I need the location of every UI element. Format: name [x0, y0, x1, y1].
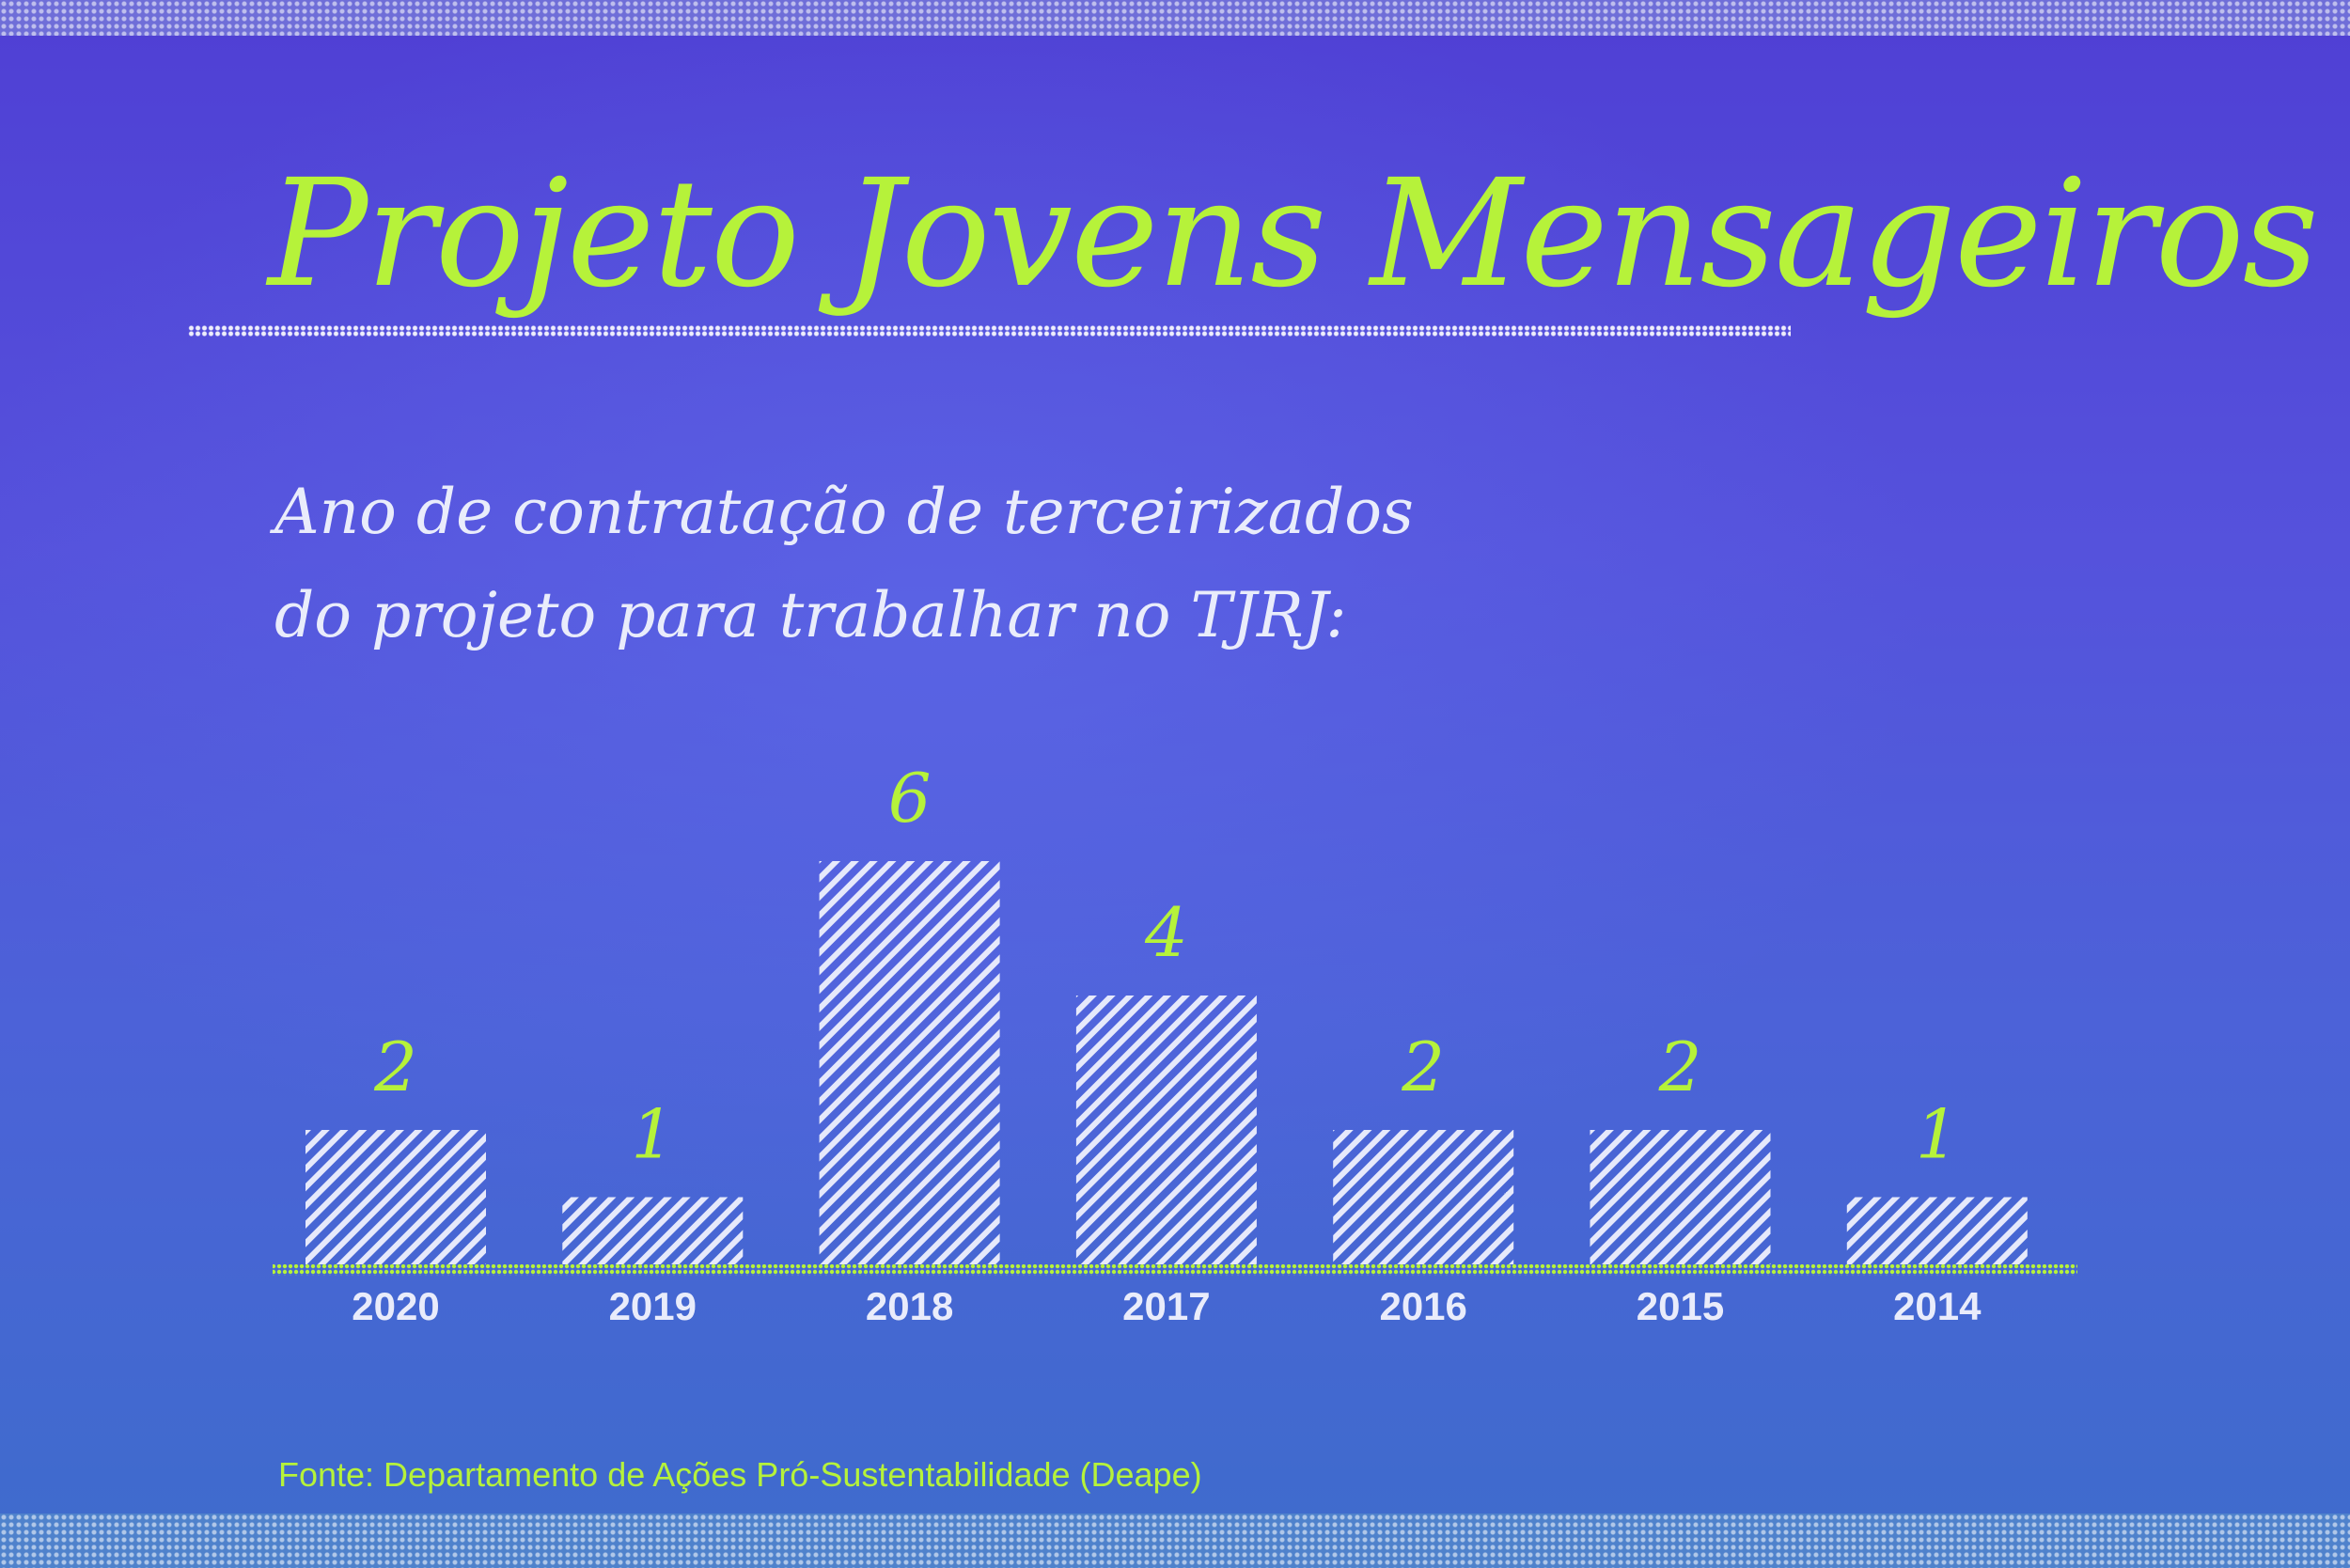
- tick-label-2016: 2016: [1379, 1284, 1466, 1328]
- bars-group: [306, 861, 2028, 1264]
- top-dotted-band: [0, 0, 2350, 36]
- bar-2016: [1333, 1130, 1514, 1264]
- tick-label-2014: 2014: [1893, 1284, 1982, 1328]
- value-label-2017: 4: [1144, 893, 1188, 972]
- x-axis-baseline: [273, 1264, 2077, 1276]
- bar-2014: [1846, 1197, 2028, 1264]
- value-label-2020: 2: [373, 1027, 417, 1106]
- subtitle-line-1: Ano de contratação de terceirizados: [274, 476, 1414, 548]
- title-dotted-underline: [188, 325, 1791, 337]
- tick-label-2020: 2020: [352, 1284, 439, 1328]
- tick-label-2018: 2018: [866, 1284, 953, 1328]
- bar-2018: [819, 861, 1000, 1264]
- tick-label-2017: 2017: [1122, 1284, 1210, 1328]
- chart-subtitle: Ano de contratação de terceirizados do p…: [274, 461, 1496, 667]
- value-label-2018: 6: [888, 759, 932, 838]
- bar-2015: [1590, 1130, 1771, 1264]
- source-note: Fonte: Departamento de Ações Pró-Sustent…: [278, 1455, 1202, 1494]
- tick-label-2019: 2019: [609, 1284, 697, 1328]
- value-label-2015: 2: [1658, 1027, 1702, 1106]
- labels-group: 2 2020 1 2019 6 2018 4 2017 2 2016 2 2015 1 2014: [352, 759, 1982, 1328]
- value-label-2019: 1: [631, 1095, 674, 1174]
- bar-2019: [562, 1197, 744, 1264]
- bottom-dotted-band: [0, 1513, 2350, 1568]
- tick-label-2015: 2015: [1637, 1284, 1724, 1328]
- value-label-2014: 1: [1916, 1095, 1959, 1174]
- value-label-2016: 2: [1401, 1027, 1445, 1106]
- bar-2017: [1075, 996, 1257, 1264]
- subtitle-line-2: do projeto para trabalhar no TJRJ:: [274, 579, 1347, 651]
- chart-title: Projeto Jovens Mensageiros: [268, 148, 2319, 321]
- bar-2020: [306, 1130, 486, 1264]
